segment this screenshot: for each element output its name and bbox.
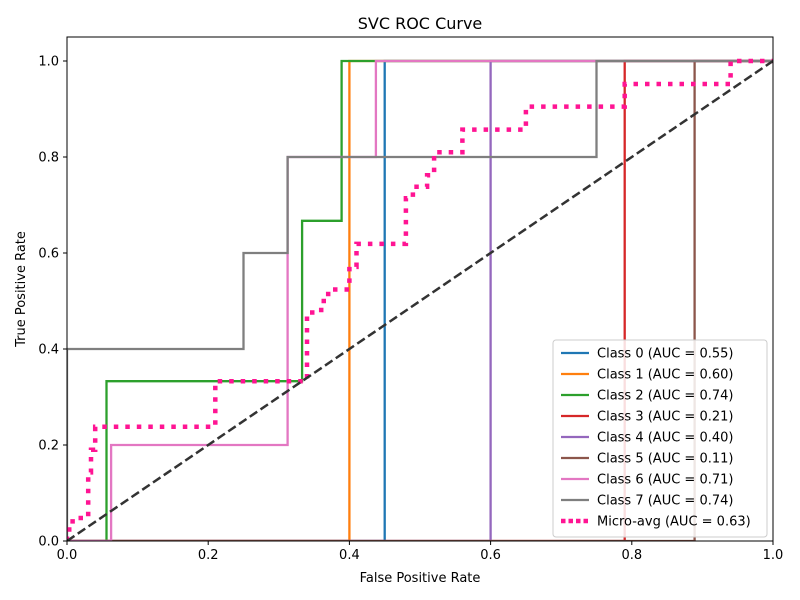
axes: 0.0 0.2 0.4 0.6 0.8 1.0 0.0 0.2 0.4 0.6 0.8 1.0 xyxy=(38,36,784,563)
series-line-6 xyxy=(67,59,773,541)
x-tick-label: 0.4 xyxy=(339,548,360,563)
y-tick-label: 0.0 xyxy=(38,535,59,550)
y-tick-label: 0.8 xyxy=(38,151,59,166)
legend-label: Class 7 (AUC = 0.74) xyxy=(597,494,733,509)
x-tick-label: 0.8 xyxy=(621,548,642,563)
legend-label: Micro-avg (AUC = 0.63) xyxy=(597,515,751,530)
legend: Class 0 (AUC = 0.55) Class 1 (AUC = 0.60)… xyxy=(552,339,768,538)
series-line-8 xyxy=(67,58,773,541)
x-tick-label: 0.2 xyxy=(198,548,219,563)
legend-label: Class 6 (AUC = 0.71) xyxy=(597,473,733,488)
legend-box xyxy=(552,339,768,538)
x-axis-label: False Positive Rate xyxy=(360,571,481,586)
legend-label: Class 2 (AUC = 0.74) xyxy=(597,389,733,404)
plot-area xyxy=(67,58,773,541)
x-tick-label: 0.6 xyxy=(480,548,501,563)
legend-label: Class 5 (AUC = 0.11) xyxy=(597,452,733,467)
legend-label: Class 3 (AUC = 0.21) xyxy=(597,410,733,425)
chart-title: SVC ROC Curve xyxy=(358,14,483,33)
legend-label: Class 1 (AUC = 0.60) xyxy=(597,368,733,383)
x-tick-label: 1.0 xyxy=(763,548,784,563)
x-tick-label: 0.0 xyxy=(57,548,78,563)
y-tick-label: 1.0 xyxy=(38,55,59,70)
y-axis-label: True Positive Rate xyxy=(14,231,29,348)
legend-label: Class 4 (AUC = 0.40) xyxy=(597,431,733,446)
y-tick-label: 0.6 xyxy=(38,247,59,262)
y-tick-label: 0.4 xyxy=(38,343,59,358)
legend-label: Class 0 (AUC = 0.55) xyxy=(597,347,733,362)
plot-frame xyxy=(66,36,774,542)
series-line-7 xyxy=(67,59,773,541)
y-tick-label: 0.2 xyxy=(38,439,59,454)
